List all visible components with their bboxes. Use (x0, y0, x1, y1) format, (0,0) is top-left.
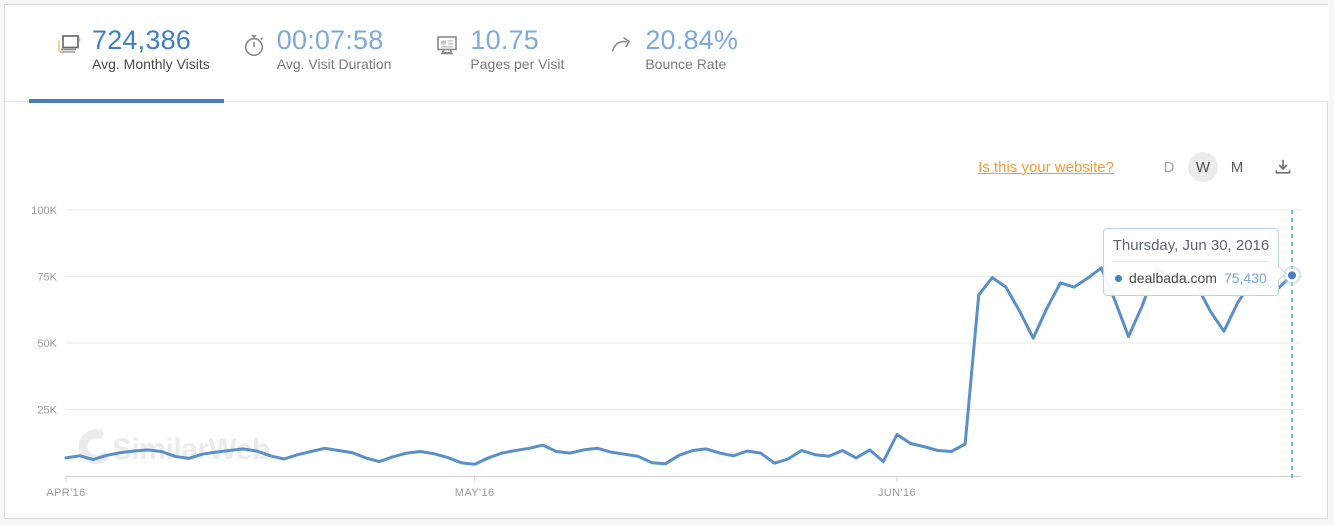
tooltip-series-row: dealbada.com 75,430 (1104, 262, 1278, 295)
pages-per-visit-value: 10.75 (470, 25, 539, 55)
granularity-toggle: D W M (1154, 152, 1252, 182)
chart-grid: 25K 50K 75K 100K (31, 205, 1302, 417)
download-button[interactable] (1272, 156, 1294, 178)
pages-per-visit-label: Pages per Visit (470, 56, 565, 73)
granularity-monthly-button[interactable]: M (1230, 158, 1244, 176)
granularity-daily-button[interactable]: D (1163, 158, 1175, 176)
svg-text:MAY'16: MAY'16 (455, 487, 495, 499)
stats-tabs: 724,386 Avg. Monthly Visits 00:07:58 Avg… (5, 5, 1329, 103)
svg-text:100K: 100K (31, 205, 57, 217)
svg-text:APR'16: APR'16 (46, 487, 85, 499)
series-dot-icon (1115, 274, 1122, 282)
traffic-line (64, 266, 1294, 466)
is-this-your-website-link[interactable]: Is this your website? (978, 158, 1114, 176)
tab-pages-per-visit[interactable]: 10.75 Pages per Visit (433, 5, 564, 101)
stat-text-block: 00:07:58 Avg. Visit Duration (277, 26, 392, 101)
avg-visit-duration-value: 00:07:58 (276, 25, 384, 55)
bounce-rate-label: Bounce Rate (645, 56, 727, 73)
tooltip-site: dealbada.com (1129, 270, 1217, 286)
tooltip-divider (1113, 261, 1269, 262)
stat-text-block: 20.84% Bounce Rate (645, 26, 738, 101)
avg-monthly-visits-value: 724,386 (92, 25, 191, 55)
chart-axis: APR'16 MAY'16 JUN'16 (46, 476, 1302, 499)
svg-text:50K: 50K (37, 338, 57, 350)
stat-text-block: 10.75 Pages per Visit (470, 26, 564, 101)
granularity-weekly-button[interactable]: W (1188, 152, 1218, 182)
tab-avg-monthly-visits[interactable]: 724,386 Avg. Monthly Visits (29, 5, 224, 103)
tooltip-date: Thursday, Jun 30, 2016 (1112, 237, 1270, 254)
stopwatch-icon (240, 31, 268, 101)
download-icon (1275, 159, 1291, 174)
stat-text-block: 724,386 Avg. Monthly Visits (92, 26, 210, 101)
tab-bounce-rate[interactable]: 20.84% Bounce Rate (608, 5, 738, 101)
bounce-rate-value: 20.84% (645, 25, 739, 55)
visits-icon (55, 31, 83, 101)
svg-text:25K: 25K (37, 405, 57, 417)
chart-tooltip: Thursday, Jun 30, 2016 dealbada.com 75,4… (1103, 228, 1287, 296)
pages-icon (433, 31, 461, 101)
chart-highlight (1282, 210, 1302, 481)
tab-avg-visit-duration[interactable]: 00:07:58 Avg. Visit Duration (240, 5, 392, 101)
avg-visit-duration-label: Avg. Visit Duration (276, 56, 392, 73)
svg-text:75K: 75K (37, 272, 57, 284)
bounce-arrow-icon (608, 31, 636, 101)
svg-text:JUN'16: JUN'16 (878, 487, 916, 499)
avg-monthly-visits-label: Avg. Monthly Visits (92, 56, 210, 73)
chart-controls: Is this your website? D W M (978, 152, 1294, 182)
tooltip-value: 75,430 (1223, 270, 1267, 286)
